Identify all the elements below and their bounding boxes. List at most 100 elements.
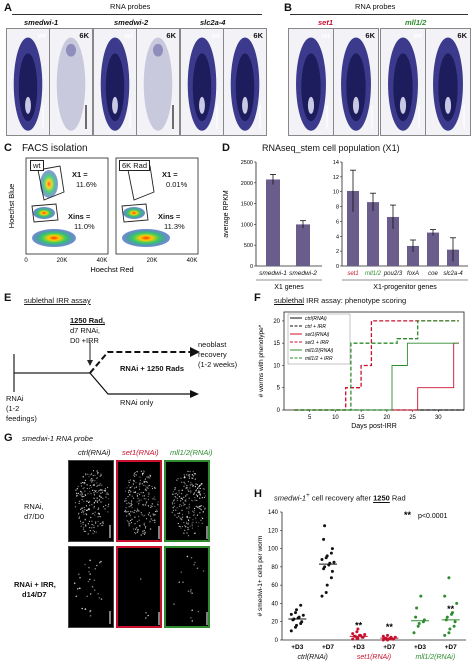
g-cell-dot: [100, 523, 102, 525]
g-cell-dot: [176, 516, 178, 519]
g-cell-dot: [145, 489, 148, 492]
g-cell-dot: [92, 529, 95, 531]
g-cell-dot: [89, 474, 91, 476]
g-cell-dot: [84, 482, 86, 484]
g-cell-dot: [174, 514, 176, 516]
g-cell-dot: [188, 511, 190, 513]
facs-6k-xins-cloud: [123, 207, 145, 219]
g-image-rnai-0: [68, 460, 114, 542]
g-cell-dot: [173, 505, 175, 507]
g-cell-dot: [191, 483, 193, 485]
g-cell-dot: [93, 497, 95, 499]
h-group-label: set1(RNAi): [357, 654, 391, 661]
facs-xtick-0: 0: [24, 258, 28, 264]
phenotype-line-chart: 0 5 10 15 20 5 10 15 20 25 30 Days post-IRR # worms …: [258, 311, 465, 430]
g-cell-dot: [107, 511, 109, 513]
g-cell-dot: [105, 493, 107, 495]
g-cell-dot: [131, 495, 133, 497]
g-cell-dot: [186, 485, 188, 487]
g-cell-dot: [77, 492, 79, 494]
d-ylabel: average RPKM: [223, 190, 230, 238]
h-category-label: +D7: [383, 644, 395, 651]
g-cell-dot: [130, 491, 132, 493]
h-point: [297, 615, 301, 619]
facs-wt-x1-gate: [37, 165, 65, 201]
facs-xtick-3: 20K: [147, 258, 158, 264]
g-cell-dot: [184, 529, 186, 531]
g-cell-dot: [188, 497, 190, 499]
g-cell-dot: [145, 617, 147, 619]
worm-image-smedwi-2-wt: wt: [93, 28, 137, 136]
irr-assay-diagram: [13, 342, 200, 398]
g-cell-dot: [82, 528, 85, 530]
g-cell-dot: [89, 530, 91, 532]
h-point: [452, 624, 456, 628]
g-cell-dot: [143, 498, 145, 500]
g-cell-dot: [87, 509, 89, 511]
g-cell-dot: [139, 476, 141, 478]
probe-a1-label: smedwi-1: [24, 18, 59, 27]
g-cell-dot: [204, 495, 206, 497]
h-significance-stars: **: [386, 622, 394, 632]
g-cell-dot: [83, 530, 85, 532]
g-cell-dot: [104, 508, 106, 510]
g-cell-dot: [91, 520, 93, 522]
g-cell-dot: [102, 524, 104, 526]
g-cell-dot: [154, 521, 156, 523]
g-cell-dot: [99, 523, 101, 525]
g-cell-dot: [195, 505, 197, 507]
g-cell-dot: [84, 479, 86, 481]
g-cell-dot: [199, 512, 201, 514]
g-cell-dot: [99, 561, 101, 564]
g-col-set1: set1(RNAi): [122, 448, 159, 457]
f-legend-label: ctrl + IRR: [305, 324, 326, 330]
facs-xtick-1: 20K: [57, 258, 68, 264]
d1-ytick-label: 2500: [241, 160, 253, 166]
g-cell-dot: [97, 516, 99, 518]
g-cell-dot: [201, 522, 203, 524]
g-cell-dot: [93, 579, 96, 581]
g-cell-dot: [89, 609, 92, 612]
d2-bar: [347, 190, 359, 266]
worm-body: [143, 37, 173, 131]
g-cell-dot: [143, 515, 145, 517]
g-cell-dot: [138, 486, 140, 488]
d2-ytick-label: 12: [333, 175, 339, 181]
g-cell-dot: [189, 484, 191, 486]
g-cell-dot: [95, 531, 97, 533]
g-cell-dot: [150, 506, 153, 508]
g-cell-dot: [79, 520, 82, 522]
facs-6k-debris-cloud: [122, 229, 170, 247]
d1-ytick-label: 500: [244, 243, 253, 249]
g-cell-dot: [82, 481, 84, 484]
g-cell-dot: [198, 507, 200, 509]
g-cell-dot: [202, 570, 205, 572]
worm-core: [192, 53, 212, 122]
g-cell-dot: [174, 487, 176, 489]
g-cell-dot: [139, 484, 141, 486]
g-cell-dot: [152, 519, 154, 522]
g-cell-dot: [94, 474, 96, 476]
g-cell-dot: [135, 511, 138, 513]
g-cell-dot: [147, 476, 149, 478]
g-cell-dot: [83, 495, 85, 498]
g-cell-dot: [78, 502, 80, 504]
recovery-title: smedwi-1+ cell recovery after 1250 Rad: [274, 492, 406, 503]
g-image-irr-1: [116, 546, 162, 628]
g-cell-dot: [75, 489, 77, 491]
g-cell-dot: [80, 491, 82, 493]
g-cell-dot: [193, 532, 196, 534]
g-cell-dot: [128, 490, 130, 492]
panel-h-letter: H: [254, 488, 262, 500]
recovery-scatter-chart: 0 20 40 60 80 100 120 140 # smedwi-1+ cells per …: [257, 510, 466, 661]
g-cell-dot: [188, 528, 190, 530]
g-cell-dot: [130, 522, 133, 524]
g-cell-dot: [80, 482, 82, 484]
g-cell-dot: [88, 566, 90, 569]
d1-category-label: smedwi-1: [259, 270, 287, 277]
worm-image-mll1/2-wt: wt: [380, 28, 426, 136]
g-cell-dot: [147, 477, 149, 479]
g-cell-dot: [92, 533, 94, 535]
g-cell-dot: [99, 516, 101, 518]
d2-category-label: slc2a-4: [443, 271, 463, 277]
